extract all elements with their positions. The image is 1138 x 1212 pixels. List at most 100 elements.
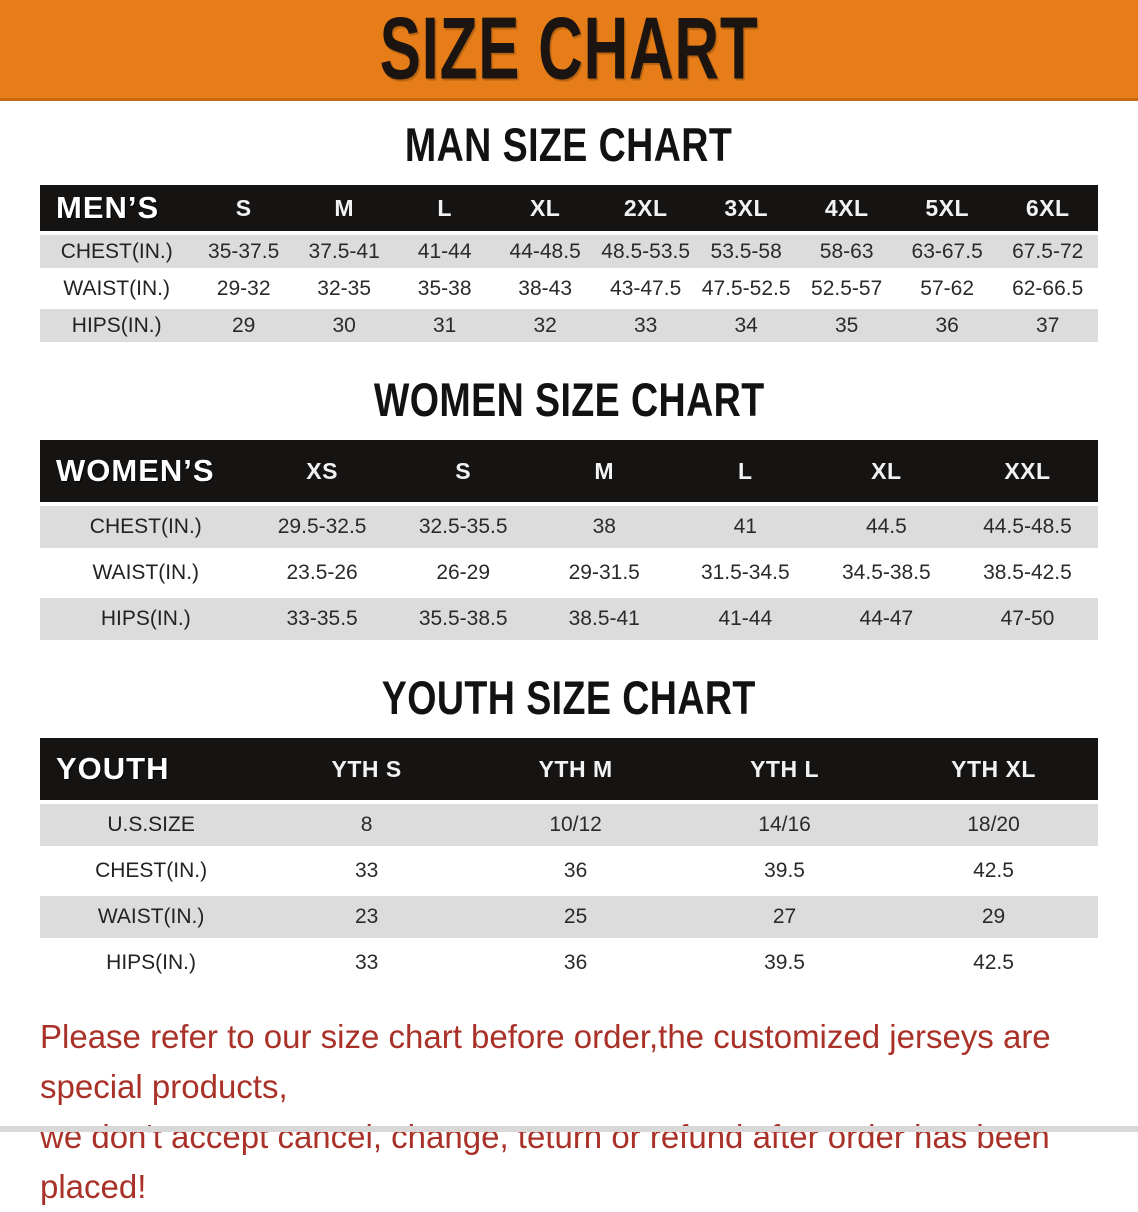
banner: SIZE CHART bbox=[0, 0, 1138, 101]
youth-cell: 25 bbox=[471, 896, 681, 938]
youth-heading: YOUTH SIZE CHART bbox=[0, 672, 1138, 724]
men-cell: 53.5-58 bbox=[695, 235, 797, 268]
women-size-col-1: XS bbox=[251, 440, 393, 502]
men-heading-text: MAN SIZE CHART bbox=[405, 118, 733, 171]
banner-title: SIZE CHART bbox=[379, 0, 759, 98]
men-cell: 38-43 bbox=[494, 272, 596, 305]
youth-cell: 10/12 bbox=[471, 804, 681, 846]
women-size-col-3: M bbox=[533, 440, 675, 502]
section-youth: YOUTH SIZE CHART YOUTH YTH S YTH M YTH L YTH … bbox=[0, 672, 1138, 988]
women-header-label: WOMEN’S bbox=[40, 440, 252, 502]
men-size-col-6: 3XL bbox=[695, 185, 797, 231]
youth-row-label: CHEST(IN.) bbox=[40, 850, 263, 892]
men-row-waist-in: WAIST(IN.) 29-32 32-35 35-38 38-43 43-47.5 47.… bbox=[40, 272, 1098, 305]
men-cell: 35 bbox=[796, 309, 897, 342]
men-cell: 29 bbox=[193, 309, 294, 342]
men-row-label: HIPS(IN.) bbox=[40, 309, 194, 342]
women-cell: 26-29 bbox=[392, 552, 534, 594]
men-cell: 43-47.5 bbox=[595, 272, 696, 305]
men-cell: 63-67.5 bbox=[896, 235, 998, 268]
women-row-chest-in: CHEST(IN.) 29.5-32.5 32.5-35.5 38 41 44.5 44.5… bbox=[40, 506, 1098, 548]
men-cell: 62-66.5 bbox=[997, 272, 1098, 305]
men-size-col-1: S bbox=[193, 185, 294, 231]
youth-size-col-1: YTH S bbox=[262, 738, 472, 800]
youth-cell: 23 bbox=[262, 896, 472, 938]
women-cell: 41-44 bbox=[674, 598, 816, 640]
men-cell: 33 bbox=[595, 309, 696, 342]
youth-size-col-4: YTH XL bbox=[889, 738, 1098, 800]
women-cell: 33-35.5 bbox=[251, 598, 393, 640]
women-cell: 35.5-38.5 bbox=[392, 598, 534, 640]
men-cell: 41-44 bbox=[394, 235, 495, 268]
youth-cell: 33 bbox=[262, 850, 472, 892]
women-cell: 38.5-41 bbox=[533, 598, 675, 640]
women-size-table: WOMEN’S XS S M L XL XXL CHEST(IN.) 29.5-32.5 32.5… bbox=[40, 436, 1098, 644]
women-cell: 23.5-26 bbox=[251, 552, 393, 594]
women-heading: WOMEN SIZE CHART bbox=[0, 374, 1138, 426]
youth-row-label: U.S.SIZE bbox=[40, 804, 263, 846]
men-cell: 37 bbox=[997, 309, 1098, 342]
men-size-col-3: L bbox=[394, 185, 495, 231]
women-cell: 47-50 bbox=[956, 598, 1098, 640]
youth-row-hips-in: HIPS(IN.) 33 36 39.5 42.5 bbox=[40, 942, 1098, 984]
section-men: MAN SIZE CHART MEN’S S M L XL 2XL 3XL 4XL 5XL 6XL C… bbox=[0, 119, 1138, 346]
men-cell: 31 bbox=[394, 309, 495, 342]
women-cell: 29.5-32.5 bbox=[251, 506, 393, 548]
youth-header-label: YOUTH bbox=[40, 738, 263, 800]
youth-row-waist-in: WAIST(IN.) 23 25 27 29 bbox=[40, 896, 1098, 938]
women-header-row: WOMEN’S XS S M L XL XXL bbox=[40, 440, 1098, 502]
women-cell: 32.5-35.5 bbox=[392, 506, 534, 548]
men-row-label: WAIST(IN.) bbox=[40, 272, 194, 305]
women-cell: 29-31.5 bbox=[533, 552, 675, 594]
men-size-col-7: 4XL bbox=[796, 185, 897, 231]
footer-note: Please refer to our size chart before or… bbox=[40, 1012, 1098, 1212]
women-row-waist-in: WAIST(IN.) 23.5-26 26-29 29-31.5 31.5-34.5 34… bbox=[40, 552, 1098, 594]
men-cell: 44-48.5 bbox=[494, 235, 596, 268]
women-cell: 38 bbox=[533, 506, 675, 548]
section-women: WOMEN SIZE CHART WOMEN’S XS S M L XL XXL CHEST(I… bbox=[0, 374, 1138, 644]
men-cell: 32-35 bbox=[293, 272, 395, 305]
women-row-label: WAIST(IN.) bbox=[40, 552, 252, 594]
youth-cell: 39.5 bbox=[680, 942, 890, 984]
men-size-col-4: XL bbox=[494, 185, 596, 231]
men-row-label: CHEST(IN.) bbox=[40, 235, 194, 268]
youth-heading-text: YOUTH SIZE CHART bbox=[381, 671, 757, 724]
women-cell: 31.5-34.5 bbox=[674, 552, 816, 594]
men-row-chest-in: CHEST(IN.) 35-37.5 37.5-41 41-44 44-48.5 48.5… bbox=[40, 235, 1098, 268]
footer-note-line-1: Please refer to our size chart before or… bbox=[40, 1018, 1051, 1105]
women-size-col-6: XXL bbox=[956, 440, 1098, 502]
youth-row-chest-in: CHEST(IN.) 33 36 39.5 42.5 bbox=[40, 850, 1098, 892]
bottom-divider bbox=[0, 1126, 1138, 1132]
women-cell: 44.5-48.5 bbox=[956, 506, 1098, 548]
youth-cell: 8 bbox=[262, 804, 472, 846]
men-cell: 30 bbox=[293, 309, 395, 342]
women-cell: 34.5-38.5 bbox=[815, 552, 957, 594]
youth-cell: 42.5 bbox=[889, 850, 1098, 892]
youth-size-col-3: YTH L bbox=[680, 738, 890, 800]
men-size-col-2: M bbox=[293, 185, 395, 231]
youth-cell: 42.5 bbox=[889, 942, 1098, 984]
men-cell: 67.5-72 bbox=[997, 235, 1098, 268]
men-heading: MAN SIZE CHART bbox=[0, 119, 1138, 171]
men-cell: 32 bbox=[494, 309, 596, 342]
men-size-col-8: 5XL bbox=[896, 185, 998, 231]
women-row-label: HIPS(IN.) bbox=[40, 598, 252, 640]
men-size-col-9: 6XL bbox=[997, 185, 1098, 231]
youth-row-label: HIPS(IN.) bbox=[40, 942, 263, 984]
men-header-row: MEN’S S M L XL 2XL 3XL 4XL 5XL 6XL bbox=[40, 185, 1098, 231]
women-size-col-2: S bbox=[392, 440, 534, 502]
size-tables-container: MAN SIZE CHART MEN’S S M L XL 2XL 3XL 4XL 5XL 6XL C… bbox=[0, 119, 1138, 988]
women-cell: 38.5-42.5 bbox=[956, 552, 1098, 594]
men-cell: 58-63 bbox=[796, 235, 897, 268]
women-heading-text: WOMEN SIZE CHART bbox=[373, 373, 765, 426]
men-cell: 35-37.5 bbox=[193, 235, 294, 268]
women-row-hips-in: HIPS(IN.) 33-35.5 35.5-38.5 38.5-41 41-44 44-… bbox=[40, 598, 1098, 640]
men-row-hips-in: HIPS(IN.) 29 30 31 32 33 34 35 36 37 bbox=[40, 309, 1098, 342]
youth-cell: 29 bbox=[889, 896, 1098, 938]
women-row-label: CHEST(IN.) bbox=[40, 506, 252, 548]
women-size-col-4: L bbox=[674, 440, 816, 502]
youth-cell: 36 bbox=[471, 850, 681, 892]
men-cell: 29-32 bbox=[193, 272, 294, 305]
women-size-col-5: XL bbox=[815, 440, 957, 502]
